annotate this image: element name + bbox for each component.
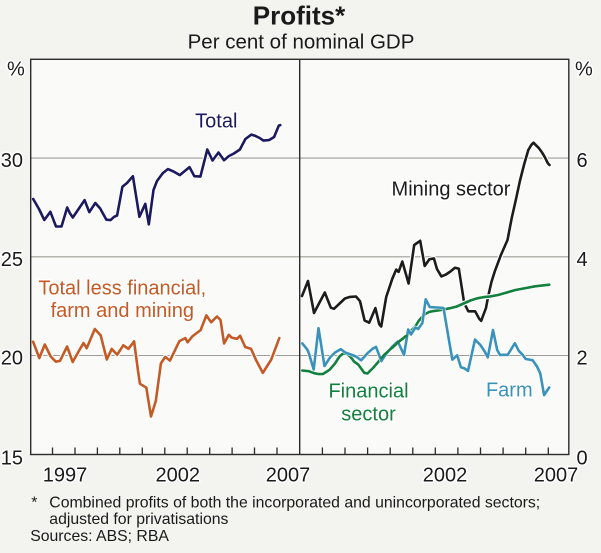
svg-text:15: 15 (1, 447, 23, 469)
svg-text:30: 30 (1, 150, 23, 172)
svg-text:2002: 2002 (156, 465, 201, 487)
svg-text:Profits*: Profits* (253, 1, 346, 31)
svg-text:0: 0 (577, 447, 588, 469)
svg-text:Combined profits of both the i: Combined profits of both the incorporate… (49, 494, 540, 511)
svg-text:Total: Total (195, 110, 237, 132)
svg-text:farm and mining: farm and mining (51, 300, 194, 322)
svg-text:Mining sector: Mining sector (392, 178, 511, 200)
svg-text:20: 20 (1, 348, 23, 370)
svg-text:%: % (7, 59, 25, 81)
svg-text:2007: 2007 (534, 465, 579, 487)
svg-text:Total less financial,: Total less financial, (38, 278, 206, 300)
svg-text:sector: sector (341, 404, 396, 426)
svg-text:25: 25 (1, 249, 23, 271)
svg-text:4: 4 (577, 249, 588, 271)
svg-text:Financial: Financial (328, 381, 408, 403)
svg-text:6: 6 (577, 150, 588, 172)
svg-text:2: 2 (577, 348, 588, 370)
svg-text:%: % (575, 59, 593, 81)
svg-text:adjusted for privatisations: adjusted for privatisations (49, 511, 228, 528)
svg-text:1997: 1997 (43, 465, 88, 487)
svg-text:Farm: Farm (486, 380, 533, 402)
svg-text:*: * (31, 494, 37, 511)
svg-text:2002: 2002 (423, 465, 468, 487)
svg-text:2007: 2007 (266, 465, 311, 487)
svg-text:Sources: ABS; RBA: Sources: ABS; RBA (30, 528, 169, 545)
svg-text:Per cent of nominal GDP: Per cent of nominal GDP (188, 30, 415, 53)
